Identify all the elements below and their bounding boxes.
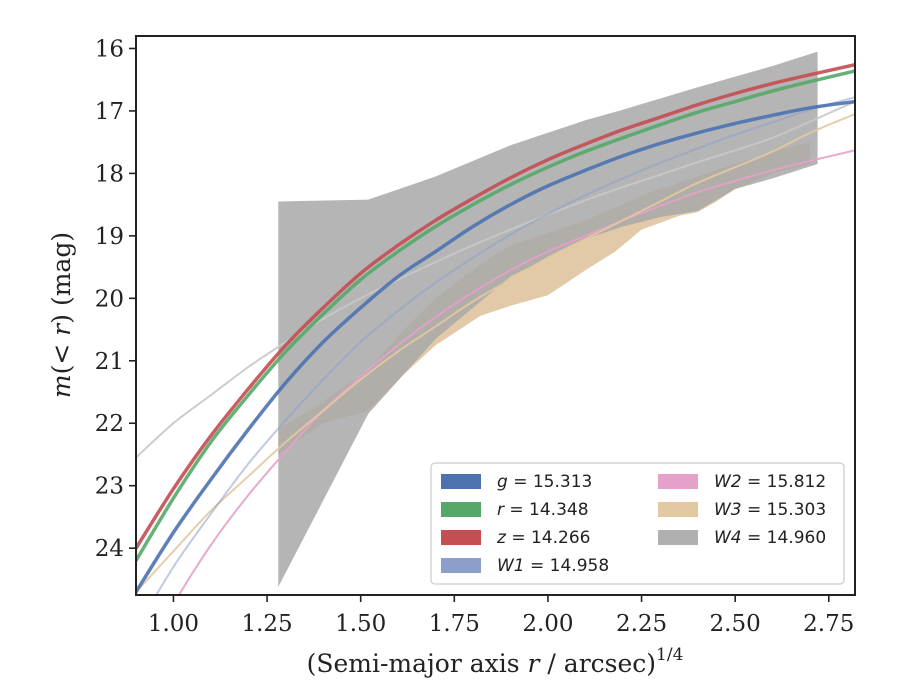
x-tick-label: 1.75 — [429, 611, 480, 637]
x-axis-label-superscript: 1/4 — [656, 645, 683, 665]
y-tick-label: 17 — [95, 99, 124, 125]
y-tick-label: 24 — [95, 536, 124, 562]
series-line-w1 — [155, 96, 855, 595]
line-layer — [136, 62, 855, 595]
x-axis-label-suffix: / arcsec) — [539, 649, 656, 678]
legend-label-r: r = 14.348 — [497, 500, 589, 520]
legend-swatch-w3 — [658, 502, 698, 517]
y-tick-label: 16 — [95, 36, 124, 62]
legend: g = 15.313 r = 14.348 z = 14.266 W1 = 14.95… — [430, 462, 845, 585]
band-w4 — [278, 51, 818, 587]
legend-label-z: z = 14.266 — [496, 528, 590, 548]
x-tick-label: 2.50 — [710, 611, 761, 637]
plot-frame — [135, 35, 856, 596]
legend-swatch-r — [441, 502, 481, 517]
x-tick-label: 2.00 — [522, 611, 573, 637]
x-axis: 1.00 1.25 1.50 1.75 2.00 2.25 2.50 2.75 — [148, 595, 854, 637]
y-axis: 16 17 18 19 20 21 22 23 24 — [95, 36, 136, 562]
legend-swatch-g — [441, 474, 481, 489]
band-layer — [278, 51, 818, 587]
series-line-g — [136, 99, 855, 594]
series-line-w3 — [136, 113, 855, 593]
series-line-w2 — [177, 149, 855, 595]
series-line-z — [136, 62, 855, 550]
y-tick-label: 19 — [95, 224, 124, 250]
legend-swatch-w2 — [658, 474, 698, 489]
legend-swatch-w4 — [658, 530, 698, 545]
y-tick-label: 23 — [95, 474, 124, 500]
y-tick-label: 20 — [95, 286, 124, 312]
x-tick-label: 1.00 — [148, 611, 199, 637]
legend-label-g: g = 15.313 — [497, 472, 592, 492]
x-axis-label-var: r — [528, 649, 542, 678]
legend-swatch-w1 — [441, 558, 481, 573]
legend-label-w3: W3 = 15.303 — [714, 500, 826, 520]
series-line-r — [136, 69, 855, 563]
legend-swatch-z — [441, 530, 481, 545]
x-axis-label-prefix: (Semi-major axis — [307, 649, 528, 678]
series-line-w4 — [136, 100, 855, 459]
y-tick-label: 18 — [95, 161, 124, 187]
legend-label-w2: W2 = 15.812 — [714, 472, 826, 492]
legend-label-w4: W4 = 14.960 — [714, 528, 826, 548]
y-tick-label: 21 — [95, 349, 124, 375]
x-tick-label: 1.50 — [335, 611, 386, 637]
x-tick-label: 1.25 — [241, 611, 292, 637]
x-tick-label: 2.25 — [616, 611, 667, 637]
y-tick-label: 22 — [95, 411, 124, 437]
legend-label-w1: W1 = 14.958 — [497, 556, 609, 576]
y-axis-label: m(< r) (mag) — [47, 232, 76, 398]
legend-box — [430, 462, 845, 585]
x-tick-label: 2.75 — [803, 611, 854, 637]
x-axis-label: (Semi-major axis r / arcsec)1/4 — [307, 645, 684, 678]
